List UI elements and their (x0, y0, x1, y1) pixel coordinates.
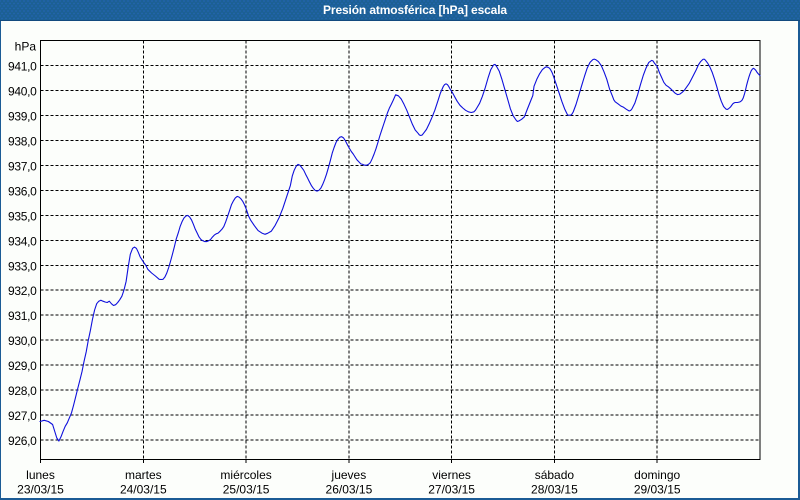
svg-text:29/03/15: 29/03/15 (634, 483, 681, 497)
svg-text:sábado: sábado (535, 468, 575, 482)
svg-text:937,0: 937,0 (8, 159, 37, 173)
svg-text:hPa: hPa (15, 39, 37, 53)
svg-text:928,0: 928,0 (8, 384, 37, 398)
svg-text:935,0: 935,0 (8, 209, 37, 223)
svg-text:936,0: 936,0 (8, 184, 37, 198)
svg-text:938,0: 938,0 (8, 135, 37, 149)
svg-text:miércoles: miércoles (220, 468, 271, 482)
svg-text:930,0: 930,0 (8, 334, 37, 348)
svg-text:931,0: 931,0 (8, 309, 37, 323)
svg-text:23/03/15: 23/03/15 (17, 483, 64, 497)
svg-text:933,0: 933,0 (8, 259, 37, 273)
svg-text:932,0: 932,0 (8, 284, 37, 298)
svg-text:domingo: domingo (634, 468, 680, 482)
svg-text:939,0: 939,0 (8, 110, 37, 124)
svg-text:926,0: 926,0 (8, 434, 37, 448)
svg-text:934,0: 934,0 (8, 234, 37, 248)
svg-text:941,0: 941,0 (8, 60, 37, 74)
svg-text:27/03/15: 27/03/15 (428, 483, 475, 497)
svg-text:940,0: 940,0 (8, 85, 37, 99)
svg-text:25/03/15: 25/03/15 (223, 483, 270, 497)
svg-text:24/03/15: 24/03/15 (120, 483, 167, 497)
svg-text:martes: martes (125, 468, 162, 482)
svg-text:jueves: jueves (331, 468, 367, 482)
svg-text:929,0: 929,0 (8, 359, 37, 373)
svg-text:lunes: lunes (26, 468, 55, 482)
svg-text:927,0: 927,0 (8, 409, 37, 423)
svg-text:viernes: viernes (432, 468, 471, 482)
svg-text:26/03/15: 26/03/15 (326, 483, 373, 497)
svg-text:28/03/15: 28/03/15 (531, 483, 578, 497)
